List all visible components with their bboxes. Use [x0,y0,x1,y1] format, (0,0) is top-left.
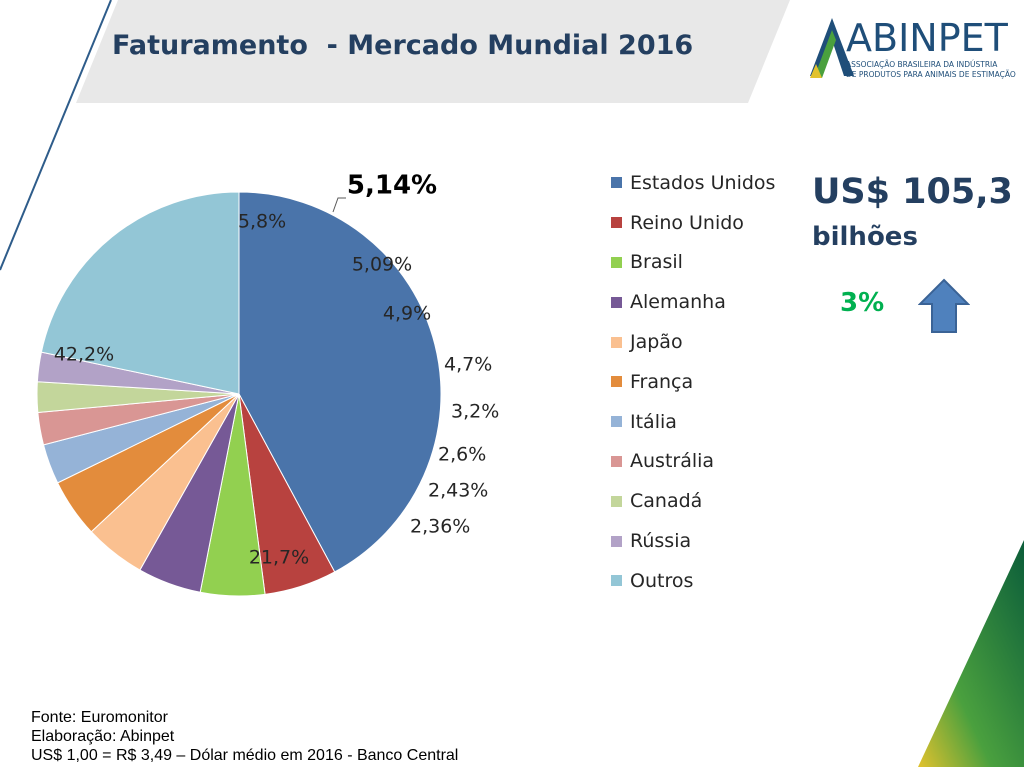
legend-label: Estados Unidos [630,171,776,194]
data-label: 4,9% [383,303,431,325]
legend-item: Itália [611,402,775,442]
growth-value: 3% [840,288,885,318]
pie-slice-estados-unidos [238,191,442,573]
data-label: 2,43% [428,480,488,502]
data-label: 5,14% [347,171,437,201]
legend-item: Estados Unidos [611,163,775,203]
legend-label: Japão [630,331,683,354]
source-note: Fonte: Euromonitor Elaboração: Abinpet U… [31,708,458,765]
legend-item: França [611,362,775,402]
legend-label: Itália [630,410,677,433]
legend-swatch [611,416,622,428]
data-label: 5,09% [352,254,412,276]
legend-item: Reino Unido [611,203,775,243]
total-value: US$ 105,3 [812,172,1013,212]
title-banner [76,0,790,103]
abinpet-logo: ABINPET ASSOCIAÇÃO BRASILEIRA DA INDÚSTR… [806,16,1016,86]
data-label: 2,6% [438,444,486,466]
legend-item: Rússia [611,521,775,561]
legend-label: Alemanha [630,291,726,314]
source-line: Fonte: Euromonitor [31,709,168,726]
decor-line [0,0,112,271]
legend-swatch [611,256,622,268]
legend-label: Outros [630,569,694,592]
logo-mark-icon [810,18,854,78]
legend-swatch [611,575,622,587]
legend-swatch [611,535,622,547]
corner-decoration [918,540,1024,767]
data-label: 21,7% [249,547,309,569]
legend-item: Austrália [611,442,775,482]
total-unit: bilhões [812,222,918,252]
logo-subtitle: ASSOCIAÇÃO BRASILEIRA DA INDÚSTRIA [846,60,998,69]
legend-label: Austrália [630,450,715,473]
legend-label: Brasil [630,251,683,274]
arrow-up-icon [918,278,970,333]
data-label: 42,2% [54,344,114,366]
legend-label: Canadá [630,490,703,513]
source-line: Elaboração: Abinpet [31,728,175,745]
data-label: 3,2% [451,401,499,423]
legend-swatch [611,177,622,189]
legend-label: França [630,370,694,393]
legend-item: Canadá [611,481,775,521]
legend-swatch [611,296,622,308]
data-label: 2,36% [410,516,470,538]
legend-item: Outros [611,561,775,601]
source-line: US$ 1,00 = R$ 3,49 – Dólar médio em 2016… [31,747,459,764]
data-label: 5,8% [238,211,286,233]
legend-swatch [611,376,622,388]
logo-text: ABINPET [846,16,1008,60]
legend-item: Brasil [611,243,775,283]
legend-swatch [611,455,622,467]
label-leader-line [332,197,346,213]
chart-legend: Estados Unidos Reino Unido Brasil Alemanha J… [611,163,775,601]
logo-subtitle: DE PRODUTOS PARA ANIMAIS DE ESTIMAÇÃO [846,70,1016,79]
legend-swatch [611,336,622,348]
pie-slice-outros [40,191,240,395]
legend-label: Rússia [630,530,692,553]
legend-label: Reino Unido [630,211,744,234]
legend-item: Alemanha [611,282,775,322]
legend-item: Japão [611,322,775,362]
legend-swatch [611,495,622,507]
legend-swatch [611,217,622,229]
data-label: 4,7% [444,354,492,376]
page-title: Faturamento - Mercado Mundial 2016 [112,30,694,61]
